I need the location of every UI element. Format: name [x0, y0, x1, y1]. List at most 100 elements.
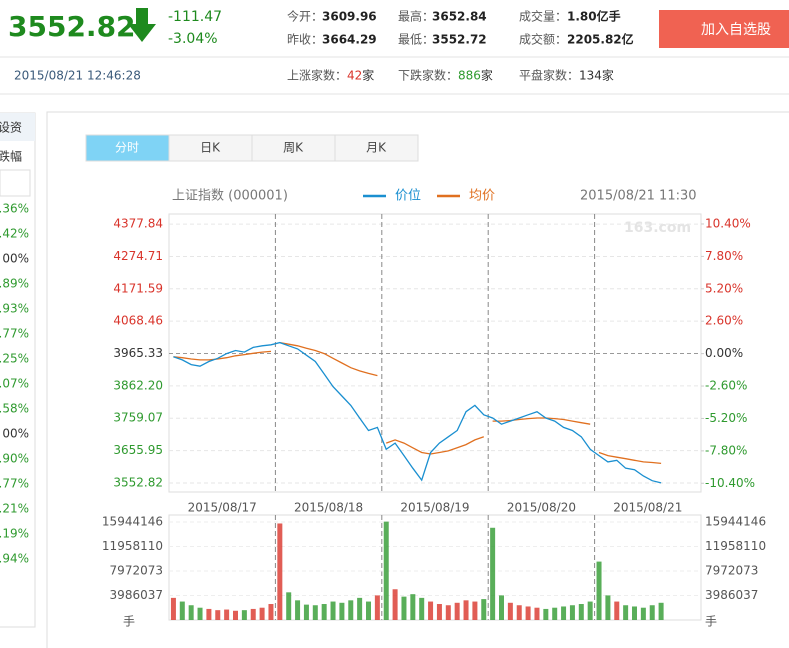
- volume-bar: [197, 607, 203, 620]
- volume-bar: [649, 605, 655, 620]
- volume-bar: [525, 606, 531, 620]
- stat-label: 成交额：: [519, 32, 567, 47]
- volume-bar: [330, 601, 336, 620]
- y-tick-label: 4274.71: [113, 249, 163, 263]
- button-label[interactable]: 加入自选股: [701, 22, 771, 38]
- volume-tick-label: 3986037: [110, 588, 163, 602]
- stat-value: 3664.29: [322, 33, 377, 47]
- volume-bar: [561, 606, 567, 620]
- line-1: [492, 417, 591, 425]
- y-tick-label: 3862.20: [113, 378, 163, 392]
- down-arrow: [128, 8, 156, 42]
- change: -111.47: [168, 9, 222, 25]
- volume-bar: [640, 607, 646, 620]
- volume-bar: [206, 608, 212, 620]
- volume-bar: [215, 610, 221, 620]
- volume-bar: [188, 605, 194, 620]
- x-tick-label: 2015/08/20: [507, 501, 576, 515]
- stat-label: 最高：: [398, 9, 434, 24]
- legend-label: 均价: [469, 189, 495, 204]
- stat-value: 3609.96: [322, 10, 377, 24]
- line-0: [173, 341, 662, 484]
- volume-bar: [224, 609, 230, 620]
- volume-bar: [569, 605, 575, 620]
- tab[interactable]: [168, 134, 253, 162]
- tab[interactable]: [85, 134, 170, 162]
- volume-tick-label-right: 15944146: [705, 514, 766, 528]
- y-tick-label: 4171.59: [113, 281, 163, 295]
- line-1: [385, 436, 485, 455]
- sidebar-row: .21%: [0, 502, 29, 516]
- stat-value: 2205.82亿: [567, 32, 634, 47]
- volume-bar: [233, 610, 238, 620]
- sidebar-row: .90%: [0, 452, 29, 466]
- y2-tick-label: 5.20%: [705, 281, 743, 295]
- volume-bar: [179, 601, 185, 620]
- volume-tick-label: 15944146: [102, 514, 163, 528]
- breadth-value: 42: [347, 69, 362, 83]
- sidebar-row: 7.94%: [0, 552, 29, 566]
- tab-label[interactable]: 周K: [283, 141, 304, 155]
- watermark: 163.com: [624, 220, 691, 236]
- sidebar-box: [0, 169, 31, 197]
- volume-tick-label: 11958110: [102, 539, 163, 553]
- line-1: [598, 451, 662, 465]
- y2-tick-label: -5.20%: [705, 411, 747, 425]
- breadth-label: 下跌家数：: [398, 68, 458, 83]
- sidebar-row: 00%: [2, 427, 29, 441]
- datetime: 2015/08/21 12:46:28: [14, 69, 141, 83]
- volume-bar: [481, 599, 487, 620]
- sidebar-row: .36%: [0, 202, 29, 216]
- y-tick-label: 3759.07: [113, 411, 163, 425]
- volume-bar: [277, 523, 283, 620]
- sidebar-row: .93%: [0, 302, 29, 316]
- sidebar-row: 00%: [2, 252, 29, 266]
- y-tick-label: 3965.33: [113, 346, 163, 360]
- sidebar-tab[interactable]: [0, 113, 35, 141]
- sidebar-row: .07%: [0, 377, 29, 391]
- tab-label[interactable]: 日K: [200, 141, 221, 155]
- y2-tick-label: 2.60%: [705, 314, 743, 328]
- tab[interactable]: [251, 134, 336, 162]
- breadth-value: 886: [458, 69, 481, 83]
- volume-bar: [295, 600, 301, 620]
- timestamp: 2015/08/21 11:30: [580, 189, 697, 204]
- tab-label[interactable]: 分时: [115, 141, 139, 155]
- tab-label[interactable]: 月K: [366, 141, 387, 155]
- x-tick-label: 2015/08/19: [400, 501, 469, 515]
- volume-bar: [445, 605, 451, 620]
- sidebar-row: .89%: [0, 277, 29, 291]
- y2-tick-label: 10.40%: [705, 216, 751, 230]
- volume-bar: [463, 600, 469, 620]
- volume-bar: [658, 602, 664, 620]
- legend-label: 价位: [395, 189, 421, 204]
- volume-bar: [516, 605, 522, 620]
- volume-bar: [587, 601, 593, 620]
- volume-bar: [472, 601, 478, 620]
- chart-panel: [46, 111, 789, 648]
- volume-bar: [543, 608, 549, 620]
- tab[interactable]: [334, 134, 419, 162]
- price-frame: [168, 213, 702, 493]
- breadth-value: 134: [579, 69, 602, 83]
- x-tick-label: 2015/08/18: [294, 501, 363, 515]
- volume-bar: [312, 605, 318, 620]
- volume-bar: [303, 604, 309, 620]
- volume-bar: [578, 604, 584, 620]
- volume-bar: [339, 602, 345, 620]
- volume-bar: [507, 602, 513, 620]
- breadth-label: 上涨家数：: [287, 68, 347, 83]
- sidebar: [0, 112, 36, 628]
- volume-bar: [374, 595, 380, 620]
- volume-bar: [534, 607, 540, 620]
- stat-value: 3652.84: [432, 10, 487, 24]
- y2-tick-label: 7.80%: [705, 249, 743, 263]
- volume-tick-label-right: 7972073: [705, 563, 758, 577]
- x-tick-label: 2015/08/17: [188, 501, 257, 515]
- volume-bar: [410, 594, 416, 620]
- y-tick-label: 3552.82: [113, 475, 163, 489]
- add-watchlist-button[interactable]: [659, 10, 789, 48]
- stat-label: 成交量：: [519, 9, 567, 24]
- volume-bar: [436, 604, 442, 620]
